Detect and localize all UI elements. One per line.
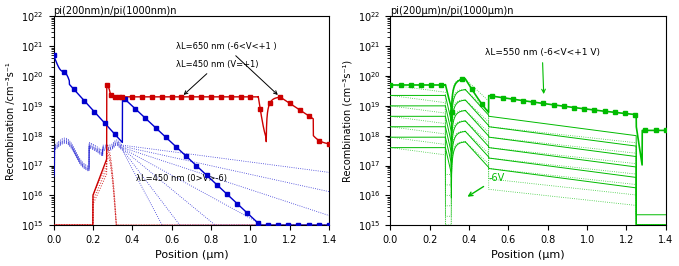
X-axis label: Position (μm): Position (μm) bbox=[155, 251, 228, 260]
Text: λL=650 nm (-6<V<+1 ): λL=650 nm (-6<V<+1 ) bbox=[176, 42, 277, 94]
Y-axis label: Recombination (cm⁻³s⁻¹): Recombination (cm⁻³s⁻¹) bbox=[342, 60, 352, 182]
Text: λL=450 nm (0>V>-6): λL=450 nm (0>V>-6) bbox=[136, 174, 227, 183]
X-axis label: Position (μm): Position (μm) bbox=[491, 251, 565, 260]
Text: -6V: -6V bbox=[469, 173, 505, 196]
Text: pi(200μm)n/pi(1000μm)n: pi(200μm)n/pi(1000μm)n bbox=[390, 6, 514, 15]
Text: pi(200nm)n/pi(1000nm)n: pi(200nm)n/pi(1000nm)n bbox=[54, 6, 177, 15]
Text: λL=550 nm (-6<V<+1 V): λL=550 nm (-6<V<+1 V) bbox=[485, 48, 600, 93]
Text: λL=450 nm (V=+1): λL=450 nm (V=+1) bbox=[176, 60, 258, 94]
Y-axis label: Recombination /cm⁻³s⁻¹: Recombination /cm⁻³s⁻¹ bbox=[5, 62, 16, 180]
